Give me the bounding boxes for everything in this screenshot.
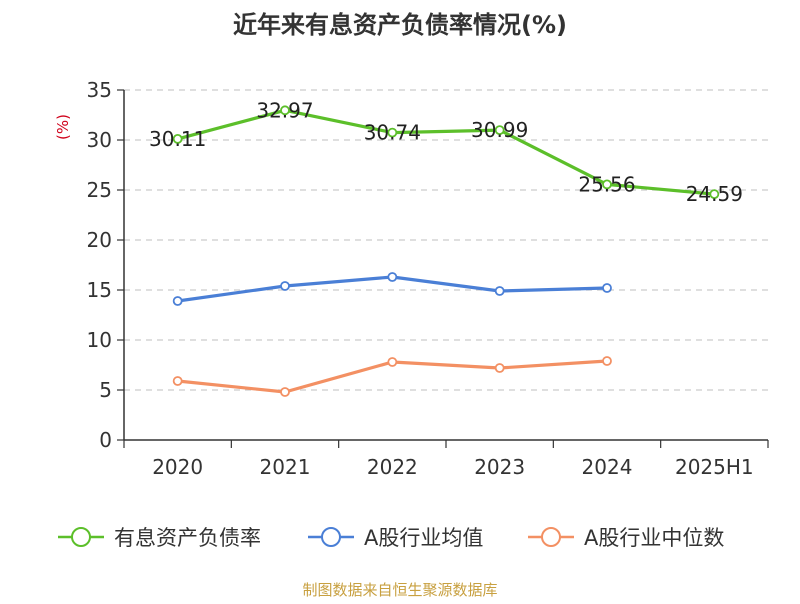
y-tick-label: 25 — [87, 178, 112, 202]
source-note: 制图数据来自恒生聚源数据库 — [302, 581, 497, 599]
data-point[interactable] — [172, 296, 183, 306]
x-tick-label: 2020 — [152, 455, 203, 479]
y-tick-label: 30 — [87, 128, 112, 152]
chart-title: 近年来有息资产负债率情况(%) — [233, 11, 567, 39]
y-tick-label: 35 — [87, 78, 112, 102]
data-label: 30.99 — [471, 118, 528, 142]
data-point[interactable] — [280, 105, 290, 116]
legend-label: 有息资产负债率 — [114, 526, 261, 550]
data-point[interactable] — [172, 133, 183, 144]
data-point[interactable] — [602, 356, 612, 366]
data-point[interactable] — [387, 357, 398, 367]
data-point[interactable] — [602, 283, 612, 293]
x-tick-label: 2024 — [582, 455, 633, 479]
y-tick-label: 10 — [87, 328, 112, 352]
data-label: 30.74 — [364, 121, 421, 145]
data-label: 25.56 — [578, 172, 635, 196]
x-tick-label: 2025H1 — [675, 455, 754, 479]
data-point[interactable] — [387, 272, 398, 282]
data-point[interactable] — [709, 189, 720, 200]
y-tick-label: 5 — [99, 378, 112, 402]
data-label: 24.59 — [686, 182, 743, 206]
y-tick-label: 15 — [87, 278, 112, 302]
x-tick-label: 2022 — [367, 455, 418, 479]
data-label: 30.11 — [149, 127, 206, 151]
y-axis-label: (%) — [54, 114, 72, 140]
data-point[interactable] — [494, 286, 505, 296]
legend[interactable]: 有息资产负债率 A股行业均值 A股行业中位数 — [58, 526, 724, 550]
legend-label: A股行业均值 — [364, 526, 483, 550]
y-tick-label: 0 — [99, 428, 112, 452]
legend-marker — [71, 527, 91, 547]
grid-lines — [124, 89, 768, 391]
series-line-0 — [177, 108, 715, 196]
data-point[interactable] — [494, 363, 505, 373]
axes: 0 5 10 15 20 25 30 35 2020 2021 2022 2023 2024 2025H1 — [87, 78, 769, 479]
x-tick-label: 2021 — [260, 455, 311, 479]
data-point[interactable] — [280, 387, 290, 397]
legend-label: A股行业中位数 — [584, 526, 724, 550]
legend-marker — [541, 527, 561, 547]
legend-marker — [321, 527, 341, 547]
data-label: 32.97 — [256, 98, 313, 122]
y-tick-label: 20 — [87, 228, 112, 252]
legend-item-0[interactable]: 有息资产负债率 — [58, 526, 261, 550]
legend-item-2[interactable]: A股行业中位数 — [528, 526, 724, 550]
legend-item-1[interactable]: A股行业均值 — [308, 526, 483, 550]
data-labels: 30.11 32.97 30.74 30.99 25.56 24.59 — [149, 98, 743, 206]
series-lines — [172, 105, 720, 397]
x-tick-label: 2023 — [474, 455, 525, 479]
data-point[interactable] — [280, 281, 290, 291]
data-point[interactable] — [387, 127, 398, 138]
data-point[interactable] — [494, 125, 505, 136]
data-point[interactable] — [602, 179, 612, 190]
data-point[interactable] — [172, 376, 183, 386]
